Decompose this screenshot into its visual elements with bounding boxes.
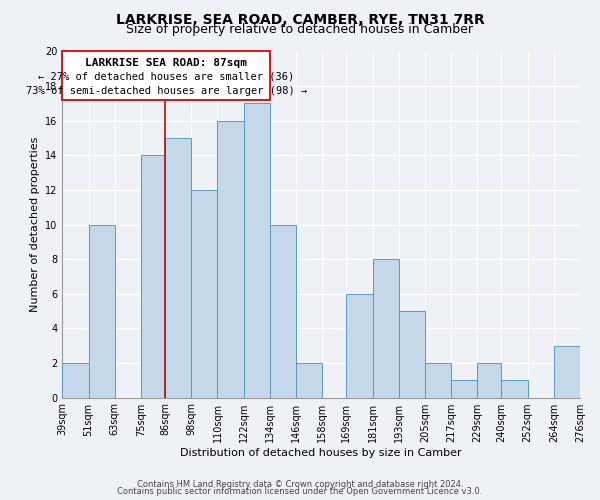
Text: Size of property relative to detached houses in Camber: Size of property relative to detached ho… bbox=[127, 22, 473, 36]
Bar bbox=[346, 294, 373, 398]
Text: Contains HM Land Registry data © Crown copyright and database right 2024.: Contains HM Land Registry data © Crown c… bbox=[137, 480, 463, 489]
Bar bbox=[478, 363, 502, 398]
Bar bbox=[165, 138, 191, 398]
Text: LARKRISE, SEA ROAD, CAMBER, RYE, TN31 7RR: LARKRISE, SEA ROAD, CAMBER, RYE, TN31 7R… bbox=[116, 12, 484, 26]
Bar bbox=[217, 120, 244, 398]
Bar bbox=[296, 363, 322, 398]
Bar bbox=[89, 224, 115, 398]
Bar bbox=[502, 380, 527, 398]
Text: LARKRISE SEA ROAD: 87sqm: LARKRISE SEA ROAD: 87sqm bbox=[85, 58, 247, 68]
Bar bbox=[141, 156, 165, 398]
Text: ← 27% of detached houses are smaller (36): ← 27% of detached houses are smaller (36… bbox=[38, 72, 294, 82]
Bar bbox=[191, 190, 217, 398]
Bar bbox=[244, 104, 270, 398]
X-axis label: Distribution of detached houses by size in Camber: Distribution of detached houses by size … bbox=[181, 448, 462, 458]
Bar bbox=[270, 224, 296, 398]
Bar bbox=[554, 346, 580, 398]
Text: Contains public sector information licensed under the Open Government Licence v3: Contains public sector information licen… bbox=[118, 487, 482, 496]
Bar bbox=[399, 311, 425, 398]
Bar bbox=[451, 380, 478, 398]
Bar bbox=[373, 259, 399, 398]
Text: 73% of semi-detached houses are larger (98) →: 73% of semi-detached houses are larger (… bbox=[26, 86, 307, 97]
Bar bbox=[62, 363, 89, 398]
Y-axis label: Number of detached properties: Number of detached properties bbox=[29, 137, 40, 312]
Bar bbox=[62, 52, 270, 100]
Bar bbox=[425, 363, 451, 398]
